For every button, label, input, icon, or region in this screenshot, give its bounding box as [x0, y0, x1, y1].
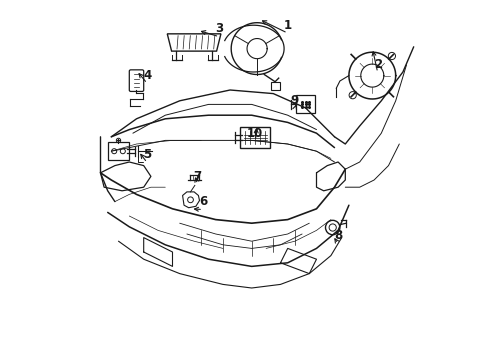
Text: 4: 4 — [143, 69, 151, 82]
Text: 5: 5 — [143, 148, 151, 161]
Text: 2: 2 — [373, 58, 381, 71]
Text: 9: 9 — [290, 94, 299, 107]
Text: 1: 1 — [283, 19, 291, 32]
Text: 7: 7 — [193, 170, 202, 183]
Text: 10: 10 — [246, 127, 263, 140]
Text: 8: 8 — [333, 229, 342, 242]
Text: 3: 3 — [215, 22, 223, 35]
Text: 6: 6 — [199, 195, 207, 208]
